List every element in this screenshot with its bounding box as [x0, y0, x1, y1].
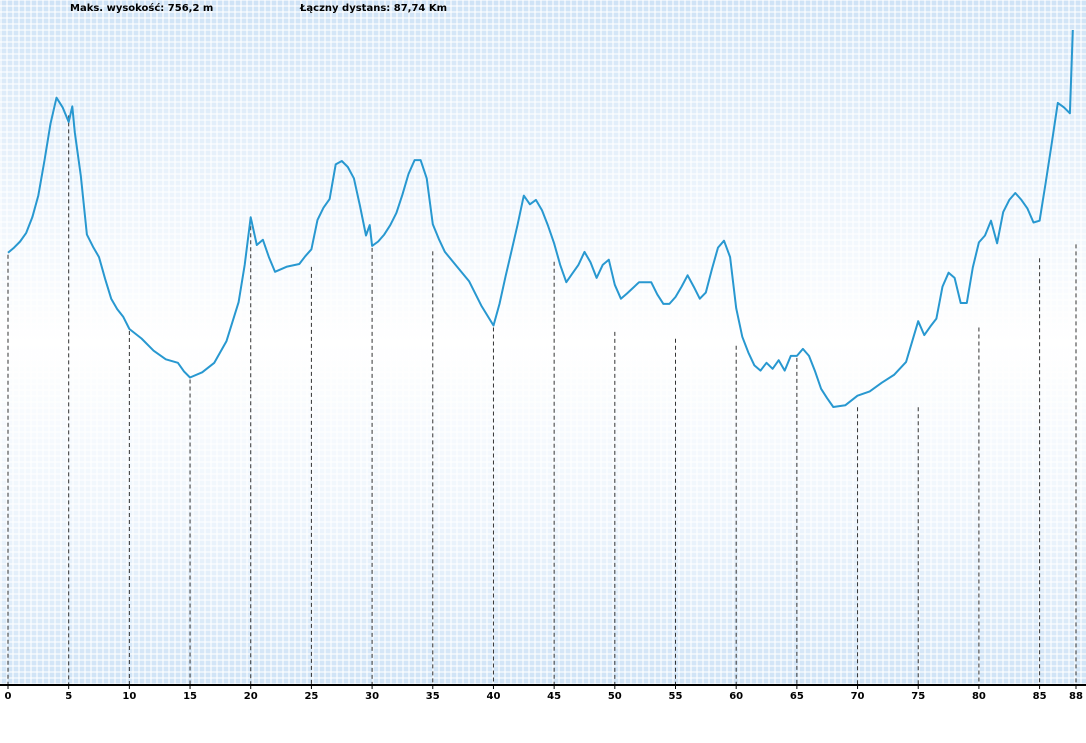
tick-label-5: 5	[65, 691, 72, 702]
distance-marker-lines	[7, 115, 1077, 685]
tick-label-65: 65	[790, 691, 804, 702]
x-axis-ticks: 0 5 10 15 20 25 30 35 40 45 50 55 60 65 70 75 80 85 88	[5, 685, 1083, 702]
tick-label-10: 10	[122, 691, 136, 702]
total-distance: Łączny dystans: 87,74 Km	[300, 3, 447, 14]
tick-label-15: 15	[183, 691, 197, 702]
elevation-profile-line	[7, 29, 1074, 408]
tick-label-35: 35	[426, 691, 440, 702]
tick-label-60: 60	[729, 691, 743, 702]
tick-label-50: 50	[608, 691, 622, 702]
total-distance-value: 87,74 Km	[393, 3, 448, 14]
tick-label-88: 88	[1069, 691, 1083, 702]
max-elevation: Maks. wysokość: 756,2 m	[70, 3, 213, 14]
tick-label-30: 30	[365, 691, 379, 702]
tick-label-75: 75	[911, 691, 925, 702]
plot-background	[0, 0, 1086, 685]
tick-label-70: 70	[851, 691, 865, 702]
max-elevation-label: Maks. wysokość:	[70, 3, 165, 14]
tick-label-20: 20	[244, 691, 258, 702]
tick-label-40: 40	[486, 691, 500, 702]
tick-label-55: 55	[669, 691, 683, 702]
tick-label-25: 25	[304, 691, 318, 702]
tick-label-0: 0	[5, 691, 12, 702]
tick-label-85: 85	[1033, 691, 1047, 702]
max-elevation-value: 756,2 m	[167, 3, 214, 14]
tick-label-45: 45	[547, 691, 561, 702]
total-distance-label: Łączny dystans:	[300, 3, 391, 14]
tick-label-80: 80	[972, 691, 986, 702]
